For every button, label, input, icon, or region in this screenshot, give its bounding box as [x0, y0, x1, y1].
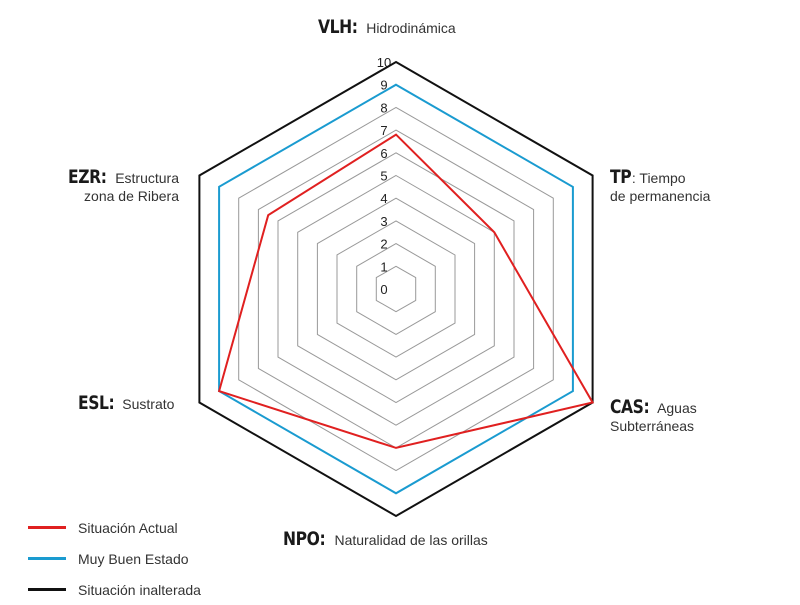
axis-label-ezr: EZR: Estructura zona de Ribera — [64, 168, 179, 205]
tick-label-10: 10 — [377, 55, 391, 70]
legend-swatch-muy-buen — [28, 557, 66, 560]
grid-ring-5 — [297, 174, 495, 404]
radar-grid — [238, 106, 554, 472]
axis-name-cas-2: Subterráneas — [610, 418, 695, 434]
axis-code-tp: TP — [610, 166, 632, 188]
axis-name-esl: Sustrato — [122, 396, 175, 412]
axis-name-tp-2: de permanencia — [610, 188, 711, 204]
axis-code-ezr: EZR: — [68, 166, 107, 188]
series-situaci-n-actual — [217, 133, 595, 449]
axis-name-npo: Naturalidad de las orillas — [334, 532, 488, 548]
legend-label-actual: Situación Actual — [78, 519, 178, 536]
axis-label-cas: CAS: Aguas Subterráneas — [610, 398, 697, 435]
axis-name-vlh: Hidrodinámica — [366, 20, 456, 36]
axis-code-vlh: VLH: — [318, 16, 358, 38]
axis-label-tp: TP: Tiempo de permanencia — [610, 168, 710, 205]
axis-label-vlh: VLH: Hidrodinámica — [318, 18, 456, 37]
axis-name-ezr-1: Estructura — [115, 170, 179, 186]
legend-item-actual: Situación Actual — [28, 512, 201, 543]
radar-tick-labels: 0 1 2 3 4 5 6 7 8 9 10 — [377, 55, 391, 297]
axis-name-tp-1: : Tiempo — [631, 170, 686, 186]
legend-item-muy-buen: Muy Buen Estado — [28, 543, 201, 574]
tick-label-8: 8 — [380, 100, 387, 115]
tick-label-6: 6 — [380, 146, 387, 161]
legend-item-inalterada: Situación inalterada — [28, 574, 201, 605]
tick-label-3: 3 — [380, 214, 387, 229]
legend: Situación Actual Muy Buen Estado Situaci… — [28, 512, 201, 605]
grid-ring-8 — [238, 106, 554, 472]
axis-code-npo: NPO: — [283, 528, 326, 550]
tick-label-7: 7 — [380, 123, 387, 138]
legend-swatch-actual — [28, 526, 66, 529]
axis-code-cas: CAS: — [610, 396, 650, 418]
tick-label-4: 4 — [380, 191, 387, 206]
tick-label-5: 5 — [380, 169, 387, 184]
grid-ring-6 — [277, 152, 515, 426]
axis-name-cas-1: Aguas — [657, 400, 697, 416]
tick-label-9: 9 — [380, 78, 387, 93]
legend-label-muy-buen: Muy Buen Estado — [78, 550, 189, 567]
grid-ring-2 — [356, 243, 436, 335]
radar-series — [198, 60, 595, 518]
axis-name-ezr-2: zona de Ribera — [84, 188, 179, 204]
grid-ring-4 — [316, 197, 476, 381]
tick-label-0: 0 — [380, 282, 387, 297]
axis-label-npo: NPO: Naturalidad de las orillas — [283, 530, 488, 549]
series-situaci-n-inalterada — [198, 60, 594, 518]
tick-label-1: 1 — [380, 259, 387, 274]
legend-label-inalterada: Situación inalterada — [78, 581, 201, 598]
grid-ring-3 — [336, 220, 456, 358]
tick-label-2: 2 — [380, 237, 387, 252]
grid-ring-7 — [257, 129, 535, 449]
axis-code-esl: ESL: — [78, 392, 115, 414]
series-muy-buen-estado — [218, 83, 574, 495]
legend-swatch-inalterada — [28, 588, 66, 591]
axis-label-esl: ESL: Sustrato — [78, 394, 174, 413]
grid-ring-1 — [375, 265, 417, 313]
